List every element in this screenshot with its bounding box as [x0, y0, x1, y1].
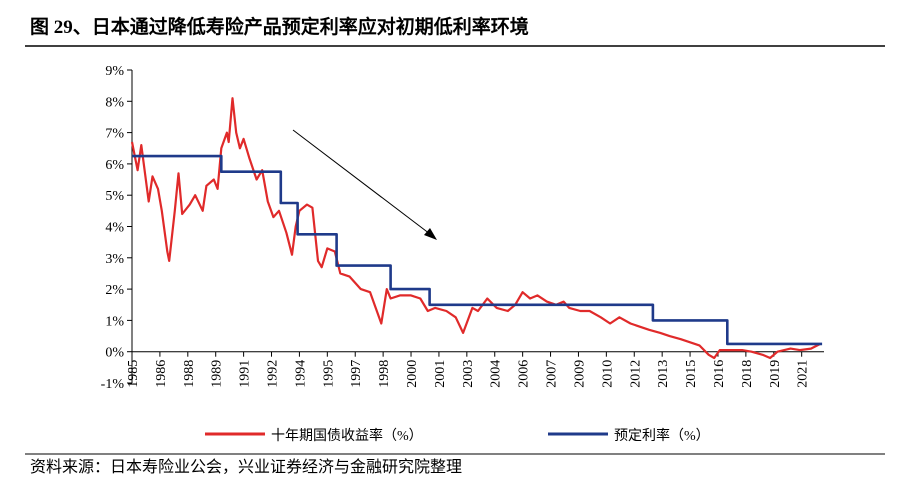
legend-label: 预定利率（%）: [614, 427, 710, 444]
x-tick-label: 2000: [405, 360, 420, 388]
x-tick-label: 2003: [461, 360, 476, 388]
x-tick-label: 2012: [628, 360, 643, 388]
x-tick-label: 1994: [293, 360, 308, 388]
y-tick-label: 6%: [105, 158, 124, 173]
x-tick-label: 2019: [768, 360, 783, 388]
y-tick-label: 2%: [105, 283, 124, 298]
x-tick-label: 2016: [712, 360, 727, 388]
x-tick-label: 2013: [656, 360, 671, 388]
y-tick-label: -1%: [101, 377, 125, 392]
x-tick-label: 2001: [433, 360, 448, 388]
trend-arrow: [292, 129, 431, 235]
y-tick-label: 4%: [105, 221, 124, 236]
x-tick-label: 2009: [572, 360, 587, 388]
x-tick-label: 1992: [266, 360, 281, 388]
x-tick-label: 2006: [517, 360, 532, 388]
x-tick-label: 1991: [238, 360, 253, 388]
y-tick-label: 7%: [105, 127, 124, 142]
series-line: [130, 97, 821, 360]
x-tick-label: 2010: [600, 360, 615, 388]
trend-arrow-head: [424, 228, 437, 240]
x-tick-label: 2015: [684, 360, 699, 388]
x-tick-label: 2007: [545, 360, 560, 388]
x-tick-label: 1986: [154, 360, 169, 388]
y-tick-label: 3%: [105, 252, 124, 267]
x-tick-label: 1997: [349, 360, 364, 388]
x-tick-label: 2004: [489, 360, 504, 388]
x-tick-label: 1988: [182, 360, 197, 388]
y-tick-label: 9%: [105, 64, 124, 79]
x-tick-label: 1985: [126, 360, 141, 388]
x-tick-label: 1989: [210, 360, 225, 388]
source: 资料来源：日本寿险业公会，兴业证券经济与金融研究院整理: [30, 458, 462, 476]
legend-label: 十年期国债收益率（%）: [271, 427, 423, 444]
x-tick-label: 1998: [377, 360, 392, 388]
series-line: [132, 154, 823, 346]
x-tick-label: 2018: [740, 360, 755, 388]
y-tick-label: 5%: [105, 189, 124, 204]
chart-title: 图 29、日本通过降低寿险产品预定利率应对初期低利率环境: [30, 15, 529, 38]
x-tick-label: 1995: [321, 360, 336, 388]
y-tick-label: 1%: [105, 314, 124, 329]
y-tick-label: 0%: [105, 346, 124, 361]
x-tick-label: 2021: [796, 360, 811, 388]
y-tick-label: 8%: [105, 95, 124, 110]
